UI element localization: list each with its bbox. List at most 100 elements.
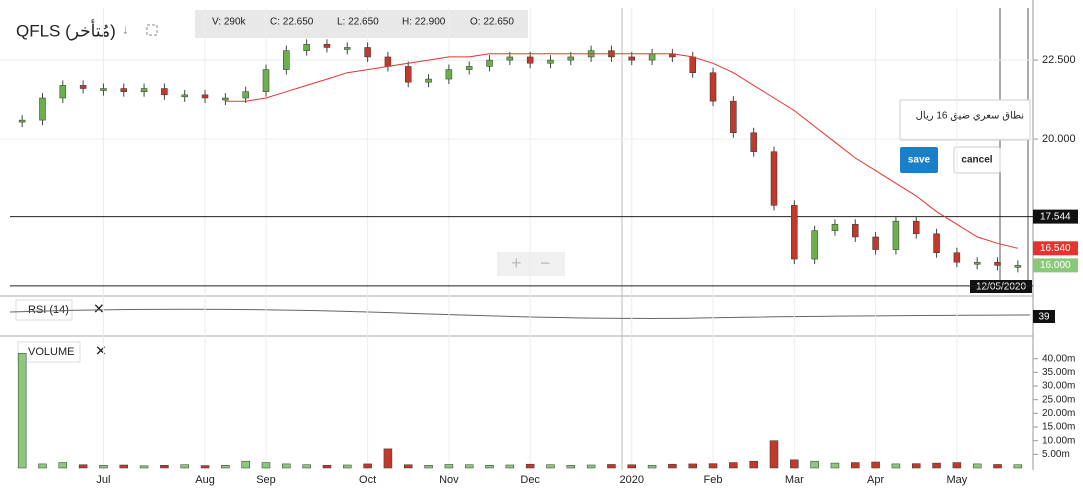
y-tick-label: 20.000 — [1042, 133, 1076, 145]
cancel-button[interactable] — [953, 146, 1001, 174]
volume-bar — [566, 465, 576, 469]
y-tick-label: 15.00m — [1042, 422, 1075, 433]
candle — [486, 59, 493, 67]
volume-bar — [505, 464, 515, 469]
candle — [872, 236, 879, 250]
stat: V: 290k — [212, 17, 247, 28]
volume-bar — [78, 464, 88, 469]
stat: L: 22.650 — [337, 17, 379, 28]
candle — [852, 224, 859, 238]
volume-bar — [546, 464, 555, 469]
candle — [79, 85, 87, 89]
candle — [140, 88, 148, 92]
volume-bar — [972, 463, 982, 469]
y-tick-label: 30.00m — [1042, 381, 1075, 392]
candle — [262, 69, 270, 92]
volume-bar — [343, 464, 352, 469]
candle — [181, 94, 188, 98]
volume-bar — [708, 463, 718, 469]
rsi-label: RSI (14) — [28, 304, 69, 316]
volume-bar — [525, 463, 535, 469]
candle — [242, 91, 249, 99]
y-tick-label: 5.00m — [1042, 449, 1070, 460]
candle — [831, 224, 839, 231]
x-tick-label: 2020 — [620, 474, 644, 486]
volume-bar — [221, 465, 230, 469]
candle — [59, 85, 67, 99]
volume-bar — [749, 460, 758, 469]
candle — [506, 56, 514, 61]
candle — [933, 233, 940, 253]
volume-bar — [444, 464, 454, 469]
candle — [689, 56, 696, 73]
close-icon[interactable]: ✕ — [93, 301, 105, 317]
candle — [18, 119, 26, 123]
candle — [100, 88, 107, 91]
volume-bar — [688, 463, 697, 469]
zoom-in[interactable]: + — [511, 253, 522, 273]
volume-bar — [790, 459, 799, 469]
candle — [750, 132, 757, 152]
volume-bar — [282, 463, 291, 469]
candle — [953, 252, 961, 263]
price-tag-label: 17.544 — [1040, 211, 1071, 222]
volume-bar — [810, 460, 819, 469]
cancel-label[interactable]: cancel — [961, 155, 992, 166]
candle — [323, 44, 331, 48]
volume-bar — [830, 462, 840, 469]
y-tick-label: 25.00m — [1042, 394, 1075, 405]
candle — [709, 72, 717, 102]
volume-bar — [1013, 464, 1023, 469]
zoom-out[interactable]: − — [540, 253, 551, 273]
price-tag — [1033, 241, 1078, 256]
zoom-box[interactable] — [497, 252, 565, 276]
candle — [344, 47, 351, 50]
volume-bar — [200, 465, 210, 469]
candle — [39, 97, 46, 121]
rsi-tag — [1033, 310, 1055, 323]
volume-bar — [952, 462, 962, 469]
candle — [648, 53, 656, 61]
volume-bar — [363, 463, 372, 469]
volume-bar — [993, 464, 1002, 469]
stat: O: 22.650 — [470, 17, 514, 28]
volume-bar — [17, 352, 27, 469]
volume-bar — [586, 464, 596, 469]
candle — [445, 69, 453, 80]
y-tick-label: 10.00m — [1042, 435, 1075, 446]
candle — [547, 59, 554, 64]
popup — [899, 99, 1031, 141]
popup-text: نطاق سعري ضيق 16 ريال — [916, 111, 1024, 122]
price-tag-label: 16.000 — [1040, 260, 1071, 271]
save-button[interactable] — [900, 147, 938, 173]
candle — [201, 94, 209, 99]
volume-bar — [139, 465, 149, 469]
candle — [994, 261, 1001, 266]
icon[interactable]: ↓ — [122, 21, 129, 36]
volume-bar — [38, 463, 47, 469]
stats-bar — [195, 10, 528, 38]
save-label[interactable]: save — [908, 155, 931, 166]
candle — [283, 50, 290, 70]
y-tick-label: 22.500 — [1042, 54, 1076, 66]
volume-bar — [607, 464, 616, 469]
x-tick-label: Mar — [785, 474, 804, 486]
volume-bar — [302, 464, 311, 469]
candle — [628, 56, 636, 61]
close-icon[interactable]: ✕ — [95, 343, 107, 359]
candle — [730, 100, 737, 133]
volume-bar — [871, 461, 880, 469]
candle — [892, 220, 900, 250]
y-tick-label: 40.00m — [1042, 353, 1075, 364]
x-tick-label: Jul — [96, 474, 110, 486]
icon[interactable] — [146, 24, 158, 36]
volume-bar — [729, 462, 738, 469]
date-tag — [970, 280, 1032, 293]
candle — [384, 56, 392, 67]
candle — [425, 78, 432, 83]
x-tick-label: Oct — [359, 474, 376, 486]
x-tick-label: Feb — [704, 474, 723, 486]
x-tick-label: Dec — [520, 474, 540, 486]
price-tag-label: 16.540 — [1040, 243, 1071, 254]
candle — [120, 88, 128, 92]
